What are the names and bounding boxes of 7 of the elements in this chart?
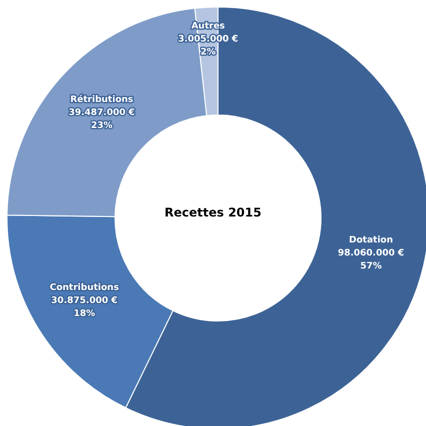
data-label: 39.487.000 € 23% [68, 108, 135, 131]
data-label: 98.060.000 € 57% [338, 248, 404, 272]
data-label: 30.875.000 € 18% [51, 296, 118, 319]
slice-label: Dotation [348, 236, 394, 246]
slice-label: Contributions [50, 282, 119, 293]
text: Recettes 2015 [164, 205, 262, 220]
slice-label: Rétributions [70, 94, 134, 105]
